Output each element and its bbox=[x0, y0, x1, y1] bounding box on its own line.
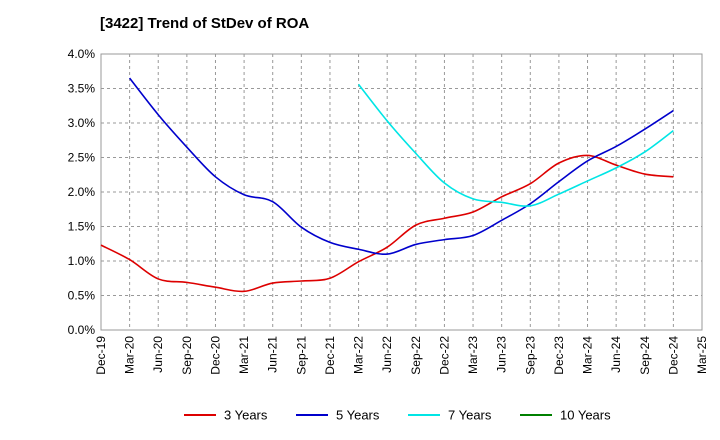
x-tick-label: Sep-21 bbox=[294, 336, 308, 375]
x-tick-label: Jun-22 bbox=[380, 336, 394, 373]
y-tick-label: 3.0% bbox=[68, 116, 96, 130]
x-tick-label: Dec-22 bbox=[437, 336, 451, 375]
legend-label: 10 Years bbox=[560, 408, 611, 423]
y-tick-label: 2.5% bbox=[68, 151, 96, 165]
series-line-7-years bbox=[357, 83, 674, 207]
x-tick-label: Sep-24 bbox=[638, 336, 652, 375]
y-tick-label: 4.0% bbox=[68, 47, 96, 61]
y-tick-label: 0.0% bbox=[68, 323, 96, 337]
x-tick-label: Dec-19 bbox=[94, 336, 108, 375]
x-tick-label: Jun-21 bbox=[266, 336, 280, 373]
plot-frame bbox=[100, 53, 703, 331]
x-tick-label: Sep-20 bbox=[180, 336, 194, 375]
x-tick-label: Sep-22 bbox=[409, 336, 423, 375]
y-tick-label: 1.0% bbox=[68, 254, 96, 268]
chart-title: [3422] Trend of StDev of ROA bbox=[100, 15, 310, 32]
legend: 3 Years 5 Years 7 Years 10 Years bbox=[184, 408, 611, 423]
x-tick-label: Mar-21 bbox=[237, 336, 251, 374]
axis-layer: 0.0% 0.5% 1.0% 1.5% 2.0% 2.5% 3.0% 3.5% 4.0% Dec-… bbox=[68, 47, 709, 375]
y-tick-label: 0.5% bbox=[68, 289, 96, 303]
x-tick-label: Dec-21 bbox=[323, 336, 337, 375]
series-layer bbox=[100, 77, 674, 293]
y-tick-label: 1.5% bbox=[68, 220, 96, 234]
legend-label: 3 Years bbox=[224, 408, 268, 423]
y-tick-label: 3.5% bbox=[68, 82, 96, 96]
series-line-3-years bbox=[100, 154, 674, 293]
grid-layer bbox=[100, 53, 703, 331]
x-tick-label: Dec-24 bbox=[666, 336, 680, 375]
x-tick-label: Sep-23 bbox=[523, 336, 537, 375]
x-tick-label: Jun-24 bbox=[609, 336, 623, 373]
legend-label: 5 Years bbox=[336, 408, 380, 423]
y-tick-label: 2.0% bbox=[68, 185, 96, 199]
x-tick-label: Mar-25 bbox=[695, 336, 709, 374]
x-tick-label: Jun-23 bbox=[495, 336, 509, 373]
x-tick-label: Jun-20 bbox=[151, 336, 165, 373]
series-line-5-years bbox=[128, 77, 674, 256]
x-tick-label: Mar-24 bbox=[581, 336, 595, 374]
x-tick-label: Mar-23 bbox=[466, 336, 480, 374]
x-tick-label: Dec-23 bbox=[552, 336, 566, 375]
x-tick-label: Dec-20 bbox=[208, 336, 222, 375]
legend-label: 7 Years bbox=[448, 408, 492, 423]
x-tick-label: Mar-20 bbox=[123, 336, 137, 374]
x-tick-label: Mar-22 bbox=[352, 336, 366, 374]
